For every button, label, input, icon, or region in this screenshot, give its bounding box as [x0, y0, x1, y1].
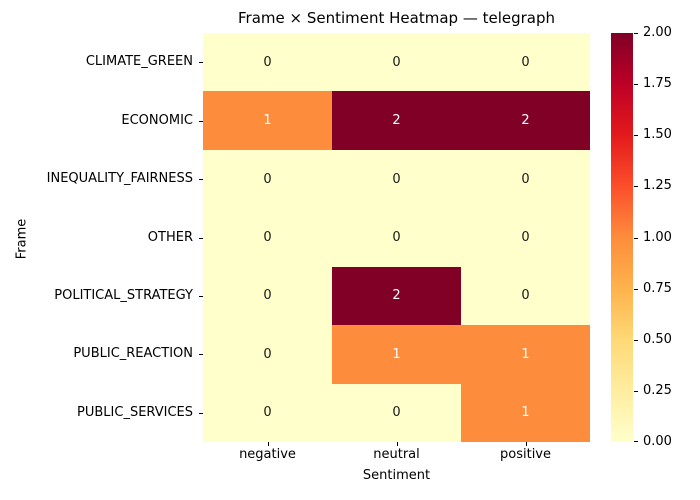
- y-tick-mark: [199, 354, 203, 355]
- colorbar-tick-mark: [634, 391, 638, 392]
- colorbar-tick-label: 0.75: [643, 280, 672, 296]
- x-axis-label: Sentiment: [362, 468, 431, 483]
- y-tick-mark: [199, 296, 203, 297]
- colorbar-tick-mark: [634, 135, 638, 136]
- heatmap-cell: 0: [461, 33, 590, 92]
- y-tick-label: OTHER: [147, 229, 193, 245]
- heatmap-cell: 0: [203, 383, 332, 442]
- heatmap-cell: 1: [461, 383, 590, 442]
- x-tick-mark: [268, 442, 269, 446]
- heatmap-cell: 0: [203, 149, 332, 209]
- x-tick-label: positive: [500, 447, 551, 462]
- colorbar-tick-mark: [634, 84, 638, 85]
- colorbar-tick-label: 0.25: [643, 382, 672, 398]
- y-tick-label: PUBLIC_REACTION: [73, 346, 193, 362]
- heatmap-cell: 1: [203, 91, 332, 150]
- x-tick-label: negative: [239, 447, 296, 462]
- colorbar: [611, 33, 633, 442]
- x-tick-label: neutral: [373, 447, 420, 462]
- heatmap-cell: 0: [461, 208, 590, 267]
- y-tick-label: INEQUALITY_FAIRNESS: [46, 171, 193, 187]
- chart-title: Frame × Sentiment Heatmap — telegraph: [238, 9, 555, 27]
- colorbar-tick-label: 0.00: [643, 434, 672, 449]
- y-tick-mark: [199, 121, 203, 122]
- y-tick-mark: [199, 413, 203, 414]
- heatmap-cell: 0: [332, 383, 461, 442]
- heatmap-cell: 0: [332, 149, 461, 209]
- x-tick-mark: [526, 442, 527, 446]
- heatmap-cell: 0: [332, 33, 461, 92]
- y-tick-mark: [199, 179, 203, 180]
- colorbar-tick-mark: [634, 441, 638, 442]
- heatmap-cell: 1: [461, 325, 590, 384]
- y-tick-label: CLIMATE_GREEN: [85, 54, 193, 70]
- colorbar-tick-label: 1.50: [643, 127, 672, 143]
- heatmap-cell: 0: [203, 33, 332, 92]
- colorbar-tick-mark: [634, 186, 638, 187]
- colorbar-tick-mark: [634, 340, 638, 341]
- heatmap-cell: 2: [332, 91, 461, 150]
- colorbar-tick-label: 0.50: [643, 331, 672, 347]
- heatmap-cell: 2: [332, 266, 461, 326]
- x-tick-mark: [397, 442, 398, 446]
- heatmap-cell: 0: [461, 149, 590, 209]
- y-tick-mark: [199, 238, 203, 239]
- y-tick-mark: [199, 62, 203, 63]
- heatmap-cell: 1: [332, 325, 461, 384]
- colorbar-tick-label: 2.00: [643, 25, 672, 40]
- colorbar-tick-label: 1.00: [643, 229, 672, 245]
- colorbar-tick-label: 1.25: [643, 178, 672, 194]
- y-tick-label: PUBLIC_SERVICES: [77, 404, 193, 420]
- heatmap-cell: 2: [461, 91, 590, 150]
- heatmap-cell: 0: [203, 208, 332, 267]
- heatmap-cell: 0: [461, 266, 590, 326]
- y-tick-label: ECONOMIC: [121, 112, 193, 128]
- heatmap-cell: 0: [203, 266, 332, 326]
- heatmap-cell: 0: [332, 208, 461, 267]
- y-tick-label: POLITICAL_STRATEGY: [54, 287, 193, 303]
- colorbar-tick-mark: [634, 238, 638, 239]
- colorbar-tick-mark: [634, 33, 638, 34]
- colorbar-tick-mark: [634, 289, 638, 290]
- colorbar-tick-label: 1.75: [643, 76, 672, 92]
- heatmap-cell: 0: [203, 325, 332, 384]
